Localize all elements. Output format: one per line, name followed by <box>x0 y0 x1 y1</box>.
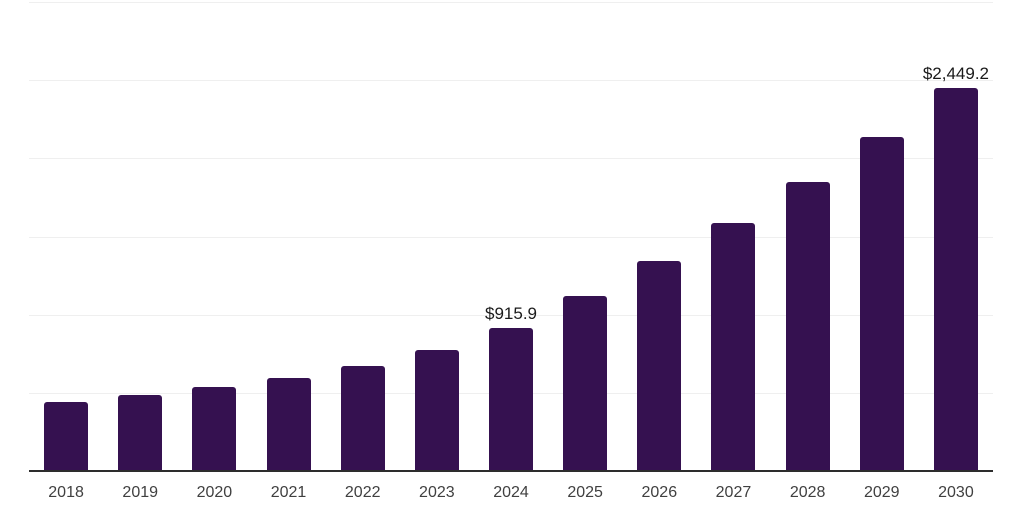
bar-2023 <box>414 350 459 471</box>
bar-2026 <box>637 260 682 471</box>
bar-2018 <box>44 401 89 471</box>
x-tick-label-2030: 2030 <box>938 484 974 501</box>
x-tick-label-2018: 2018 <box>48 484 84 501</box>
gridline-1000 <box>29 314 993 316</box>
x-tick-label-2021: 2021 <box>270 484 307 501</box>
gridline-3000 <box>29 2 993 3</box>
bar-value-label-2024: $915.9 <box>485 303 537 323</box>
plot-area: $915.9 $2,449.2 <box>29 2 993 471</box>
x-tick-label-2028: 2028 <box>789 484 826 501</box>
gridline-2500 <box>29 80 993 82</box>
bar-2020 <box>192 387 237 471</box>
x-tick-label-2024: 2024 <box>493 484 529 501</box>
bar-value-label-2030: $2,449.2 <box>922 64 990 84</box>
bar-2021 <box>266 377 311 471</box>
x-tick-label-2029: 2029 <box>863 484 900 501</box>
x-tick-label-2019: 2019 <box>122 484 159 501</box>
x-tick-label-2023: 2023 <box>419 484 455 501</box>
gridline-1500 <box>29 236 993 238</box>
x-tick-label-2027: 2027 <box>715 484 752 501</box>
x-tick-label-2020: 2020 <box>196 484 233 501</box>
bar-2029 <box>859 137 904 471</box>
bar-2025 <box>563 296 608 471</box>
x-tick-label-2026: 2026 <box>641 484 678 501</box>
bar-2024 <box>489 327 533 471</box>
bar-2027 <box>711 223 756 471</box>
x-axis-labels: 2018 2019 2020 2021 2022 2023 2024 2025 2026 2027… <box>29 485 993 503</box>
bar-2030 <box>933 88 978 471</box>
bar-2022 <box>340 366 385 471</box>
bar-2028 <box>785 181 830 471</box>
x-tick-label-2025: 2025 <box>567 484 603 501</box>
x-axis-line <box>29 470 993 472</box>
gridline-2000 <box>29 158 993 160</box>
x-tick-label-2022: 2022 <box>344 484 381 501</box>
bar-2019 <box>118 395 163 471</box>
